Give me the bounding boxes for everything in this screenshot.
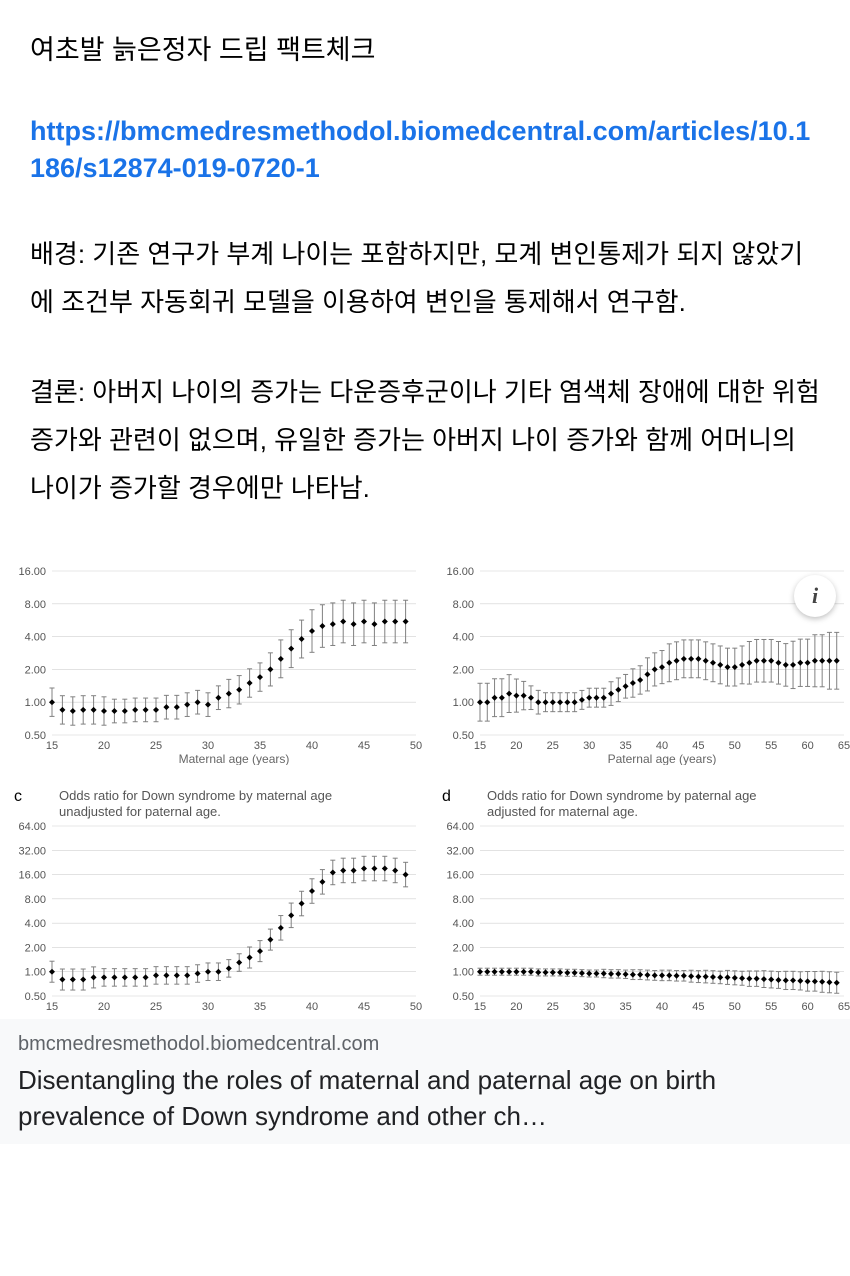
svg-text:35: 35 (619, 1001, 631, 1010)
svg-text:40: 40 (656, 1001, 668, 1010)
svg-text:2.00: 2.00 (25, 664, 46, 676)
svg-text:1.00: 1.00 (25, 697, 46, 709)
chart-subtitle-c: Odds ratio for Down syndrome by maternal… (59, 788, 359, 822)
chart-bottom-left: c Odds ratio for Down syndrome by matern… (4, 786, 422, 1015)
svg-text:60: 60 (801, 740, 813, 752)
charts-row-bottom: c Odds ratio for Down syndrome by matern… (0, 786, 850, 1015)
chart-top-right: 0.50 1.00 2.00 4.00 8.00 16.00 15 20 25 30 35 40 45 5… (432, 565, 850, 770)
link-preview-domain: bmcmedresmethodol.biomedcentral.com (18, 1033, 832, 1056)
svg-text:0.50: 0.50 (453, 730, 474, 742)
post-title: 여초발 늙은정자 드립 팩트체크 (30, 30, 820, 71)
svg-text:2.00: 2.00 (453, 942, 474, 954)
svg-text:15: 15 (46, 1001, 58, 1010)
svg-text:30: 30 (583, 1001, 595, 1010)
chart-subtitle-d: Odds ratio for Down syndrome by paternal… (487, 788, 787, 822)
svg-text:20: 20 (510, 740, 522, 752)
svg-text:20: 20 (510, 1001, 522, 1010)
svg-text:16.00: 16.00 (446, 566, 474, 578)
svg-text:45: 45 (692, 740, 704, 752)
svg-text:8.00: 8.00 (25, 598, 46, 610)
svg-text:8.00: 8.00 (453, 893, 474, 905)
svg-text:55: 55 (765, 1001, 777, 1010)
chart-top-left: 0.50 1.00 2.00 4.00 8.00 16.00 15 20 25 30 35 40 45 5… (4, 565, 422, 770)
svg-text:1.00: 1.00 (453, 966, 474, 978)
svg-text:15: 15 (474, 1001, 486, 1010)
chart-svg-bottom-right: 0.50 1.00 2.00 4.00 8.00 16.00 32.00 64.00 15 20 2… (432, 820, 850, 1010)
svg-text:30: 30 (583, 740, 595, 752)
chart-svg-bottom-left: 0.50 1.00 2.00 4.00 8.00 16.00 32.00 64.00 15 20 2… (4, 820, 422, 1010)
svg-text:65: 65 (838, 740, 850, 752)
article-url[interactable]: https://bmcmedresmethodol.biomedcentral.… (30, 113, 820, 189)
svg-text:15: 15 (474, 740, 486, 752)
svg-text:50: 50 (410, 1001, 422, 1010)
svg-text:50: 50 (729, 1001, 741, 1010)
svg-text:35: 35 (619, 740, 631, 752)
panel-label-c: c (14, 788, 22, 806)
svg-text:64.00: 64.00 (446, 821, 474, 833)
svg-text:50: 50 (410, 740, 422, 752)
panel-label-d: d (442, 788, 451, 806)
svg-text:8.00: 8.00 (453, 598, 474, 610)
svg-text:4.00: 4.00 (25, 918, 46, 930)
svg-text:64.00: 64.00 (18, 821, 46, 833)
svg-text:45: 45 (358, 1001, 370, 1010)
background-paragraph: 배경: 기존 연구가 부계 나이는 포함하지만, 모계 변인통제가 되지 않았기… (30, 230, 820, 326)
svg-text:20: 20 (98, 1001, 110, 1010)
conclusion-paragraph: 결론: 아버지 나이의 증가는 다운증후군이나 기타 염색체 장애에 대한 위험… (30, 368, 820, 512)
svg-text:40: 40 (306, 1001, 318, 1010)
link-preview-card[interactable]: bmcmedresmethodol.biomedcentral.com Dise… (0, 1019, 850, 1145)
svg-text:2.00: 2.00 (25, 942, 46, 954)
svg-text:40: 40 (306, 740, 318, 752)
svg-text:0.50: 0.50 (25, 991, 46, 1003)
chart-svg-top-left: 0.50 1.00 2.00 4.00 8.00 16.00 15 20 25 30 35 40 45 5… (4, 565, 422, 765)
svg-text:16.00: 16.00 (18, 869, 46, 881)
svg-text:1.00: 1.00 (25, 966, 46, 978)
svg-text:40: 40 (656, 740, 668, 752)
svg-text:50: 50 (729, 740, 741, 752)
svg-text:45: 45 (692, 1001, 704, 1010)
chart-svg-top-right: 0.50 1.00 2.00 4.00 8.00 16.00 15 20 25 30 35 40 45 5… (432, 565, 850, 765)
svg-text:8.00: 8.00 (25, 893, 46, 905)
svg-text:32.00: 32.00 (446, 845, 474, 857)
svg-text:15: 15 (46, 740, 58, 752)
svg-text:16.00: 16.00 (446, 869, 474, 881)
svg-text:60: 60 (801, 1001, 813, 1010)
svg-text:2.00: 2.00 (453, 664, 474, 676)
svg-text:25: 25 (150, 1001, 162, 1010)
svg-text:25: 25 (547, 1001, 559, 1010)
svg-text:16.00: 16.00 (18, 566, 46, 578)
svg-text:1.00: 1.00 (453, 697, 474, 709)
svg-text:20: 20 (98, 740, 110, 752)
info-icon[interactable]: i (794, 575, 836, 617)
svg-text:30: 30 (202, 1001, 214, 1010)
svg-text:4.00: 4.00 (453, 631, 474, 643)
svg-text:0.50: 0.50 (25, 730, 46, 742)
svg-text:4.00: 4.00 (25, 631, 46, 643)
svg-text:35: 35 (254, 1001, 266, 1010)
svg-text:0.50: 0.50 (453, 991, 474, 1003)
svg-text:30: 30 (202, 740, 214, 752)
svg-text:32.00: 32.00 (18, 845, 46, 857)
svg-text:Paternal age (years): Paternal age (years) (608, 752, 717, 765)
svg-text:25: 25 (547, 740, 559, 752)
svg-text:45: 45 (358, 740, 370, 752)
svg-text:35: 35 (254, 740, 266, 752)
svg-text:65: 65 (838, 1001, 850, 1010)
chart-bottom-right: d Odds ratio for Down syndrome by patern… (432, 786, 850, 1015)
svg-text:4.00: 4.00 (453, 918, 474, 930)
link-preview-title: Disentangling the roles of maternal and … (18, 1062, 832, 1135)
svg-text:25: 25 (150, 740, 162, 752)
svg-text:55: 55 (765, 740, 777, 752)
charts-row-top: 0.50 1.00 2.00 4.00 8.00 16.00 15 20 25 30 35 40 45 5… (0, 565, 850, 770)
svg-text:Maternal age (years): Maternal age (years) (179, 752, 290, 765)
